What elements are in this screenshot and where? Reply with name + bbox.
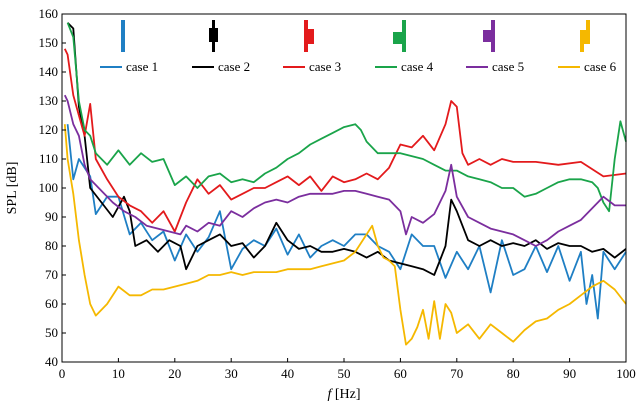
y-tick-label: 120 xyxy=(39,122,59,137)
series-line-5 xyxy=(63,94,626,247)
legend-glyph-3 xyxy=(304,44,308,52)
legend-entry-5: case 5 xyxy=(466,20,524,74)
legend-entry-4: case 4 xyxy=(375,20,434,74)
y-tick-label: 90 xyxy=(45,209,58,224)
legend-label-5: case 5 xyxy=(492,59,524,74)
x-axis: 0 10 20 30 40 50 60 70 80 90 100 xyxy=(59,358,636,381)
legend-glyph-3 xyxy=(304,20,308,29)
series-line-6 xyxy=(63,124,627,346)
x-tick-label: 80 xyxy=(507,366,520,381)
x-tick-label: 100 xyxy=(616,366,636,381)
legend-entry-2: case 2 xyxy=(192,20,250,74)
legend-glyph-2 xyxy=(212,20,215,28)
legend-glyph-4 xyxy=(393,32,406,44)
legend-glyph-5 xyxy=(491,20,495,30)
y-axis: 40 50 60 70 80 90 100 110 120 130 140 150 160 xyxy=(39,6,66,369)
y-tick-label: 80 xyxy=(45,238,58,253)
x-tick-label: 20 xyxy=(168,366,181,381)
x-tick-label: 60 xyxy=(394,366,407,381)
legend-glyph-5 xyxy=(483,30,495,42)
y-tick-label: 110 xyxy=(39,151,58,166)
legend-label-3: case 3 xyxy=(309,59,341,74)
y-tick-label: 100 xyxy=(39,180,59,195)
x-axis-title: f [Hz] xyxy=(327,387,360,402)
x-tick-label: 30 xyxy=(225,366,238,381)
x-axis-title-variable: f xyxy=(327,387,333,402)
x-tick-label: 0 xyxy=(59,366,66,381)
y-tick-label: 50 xyxy=(45,325,58,340)
legend-label-2: case 2 xyxy=(218,59,250,74)
y-tick-label: 150 xyxy=(39,35,59,50)
series-line-1 xyxy=(66,124,627,320)
legend-label-6: case 6 xyxy=(584,59,617,74)
legend-entry-1: case 1 xyxy=(100,20,158,74)
legend-glyph-2 xyxy=(212,42,215,52)
legend-glyph-1 xyxy=(121,20,125,52)
legend-label-4: case 4 xyxy=(401,59,434,74)
series-line-4 xyxy=(66,22,627,213)
y-axis-title: SPL [dB] xyxy=(5,162,20,215)
legend-glyph-6 xyxy=(580,30,590,44)
legend-glyph-4 xyxy=(402,44,406,52)
series-line-2 xyxy=(66,22,627,276)
y-tick-label: 130 xyxy=(39,93,59,108)
legend-glyph-6 xyxy=(580,44,584,52)
legend-entry-6: case 6 xyxy=(558,20,617,74)
legend: case 1 case 2 case 3 case 4 case 5 case 6 xyxy=(100,20,617,74)
series-line-3 xyxy=(63,48,627,233)
x-tick-label: 10 xyxy=(112,366,125,381)
legend-glyph-2 xyxy=(209,28,218,42)
legend-glyph-5 xyxy=(491,42,495,52)
legend-glyph-4 xyxy=(402,20,406,32)
y-tick-label: 70 xyxy=(45,267,58,282)
x-tick-label: 40 xyxy=(281,366,294,381)
y-tick-label: 140 xyxy=(39,64,59,79)
x-tick-label: 90 xyxy=(563,366,576,381)
legend-label-1: case 1 xyxy=(126,59,158,74)
series-layer xyxy=(63,22,627,346)
legend-glyph-6 xyxy=(586,20,590,30)
y-tick-label: 160 xyxy=(39,6,59,21)
legend-entry-3: case 3 xyxy=(283,20,341,74)
y-tick-label: 40 xyxy=(45,354,58,369)
legend-glyph-3 xyxy=(304,29,314,44)
y-tick-label: 60 xyxy=(45,296,58,311)
x-tick-label: 70 xyxy=(450,366,463,381)
x-tick-label: 50 xyxy=(338,366,351,381)
x-axis-title-unit: [Hz] xyxy=(331,387,360,402)
